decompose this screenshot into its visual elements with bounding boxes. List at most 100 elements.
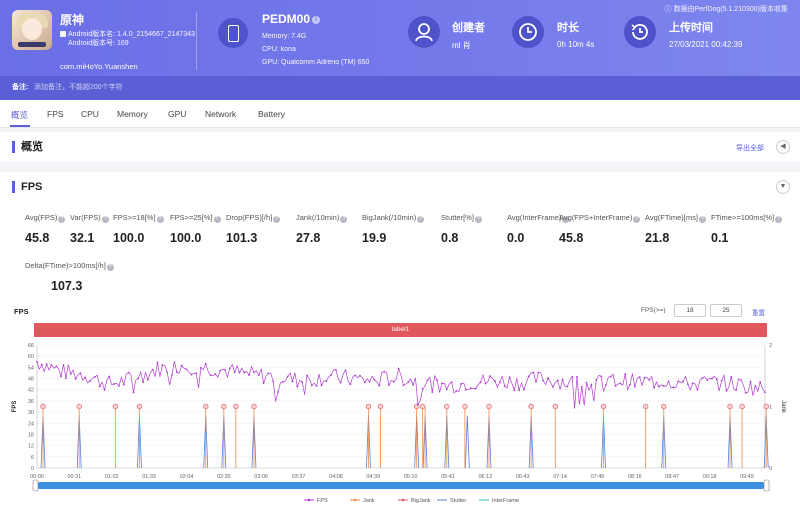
metric-label: FPS>=25[%]? bbox=[170, 213, 221, 223]
metric-label: Drop(FPS)[/h]? bbox=[226, 213, 281, 223]
tab-gpu[interactable]: GPU bbox=[168, 109, 187, 119]
app-version-code: Android版本号: 169 bbox=[68, 40, 129, 47]
info-icon[interactable]: i bbox=[312, 16, 321, 24]
help-icon[interactable]: ? bbox=[58, 216, 66, 223]
metric-label: Delta(FTime)>100ms[/h]? bbox=[25, 261, 114, 271]
perfdog-version-note: ⓘ 数据由PerfDog(5.1.210300)版本收集 bbox=[664, 6, 788, 13]
help-icon[interactable]: ? bbox=[273, 216, 281, 223]
fps-filter-input-2[interactable]: 25 bbox=[710, 304, 742, 317]
app-icon bbox=[12, 10, 52, 50]
app-version-info: Android版本名: 1.4.0_2154667_2147343 Androi… bbox=[60, 30, 195, 48]
help-icon[interactable]: ? bbox=[156, 216, 164, 223]
note-label: 备注: bbox=[12, 84, 29, 91]
fps-filter-input-1[interactable]: 18 bbox=[674, 304, 706, 317]
help-icon[interactable]: ? bbox=[417, 216, 425, 223]
export-all-link[interactable]: 导出全部 bbox=[736, 145, 764, 152]
help-icon[interactable]: ? bbox=[340, 216, 348, 223]
metric-value: 0.0 bbox=[507, 231, 525, 245]
fps-filter-label: FPS(>=) bbox=[641, 307, 666, 314]
help-icon[interactable]: ? bbox=[698, 216, 706, 223]
report-header: 原神 Android版本名: 1.4.0_2154667_2147343 And… bbox=[0, 0, 800, 100]
tab-cpu[interactable]: CPU bbox=[81, 109, 99, 119]
metric-label: FTime>=100ms[%]? bbox=[711, 213, 783, 223]
fps-section-title: FPS bbox=[12, 181, 42, 193]
metric-value: 100.0 bbox=[113, 231, 145, 245]
metric-value: 107.3 bbox=[51, 279, 83, 293]
tab-battery[interactable]: Battery bbox=[258, 109, 285, 119]
history-icon bbox=[624, 16, 656, 48]
metric-10: Avg(FTime)[ms]? 21.8 bbox=[645, 213, 706, 245]
duration-label: 时长 bbox=[557, 22, 579, 34]
help-icon[interactable]: ? bbox=[106, 264, 114, 271]
metric-label: Avg(FPS)? bbox=[25, 213, 66, 223]
metric-value: 19.9 bbox=[362, 231, 387, 245]
metric-11: FTime>=100ms[%]? 0.1 bbox=[711, 213, 783, 245]
upload-value: 27/03/2021 00:42:39 bbox=[669, 40, 743, 49]
metric-8: Avg(InterFrame)? 0.0 bbox=[507, 213, 570, 245]
note-bar: 备注: 添加备注，不能超200个字符 bbox=[0, 76, 800, 100]
metric-value: 45.8 bbox=[25, 231, 50, 245]
tab-memory[interactable]: Memory bbox=[117, 109, 148, 119]
overview-title: 概览 bbox=[12, 141, 43, 153]
metric-6: BigJank(/10min)? 19.9 bbox=[362, 213, 425, 245]
note-input[interactable]: 添加备注，不能超200个字符 bbox=[34, 84, 123, 91]
overview-section: 概览 导出全部 ◀ bbox=[0, 132, 800, 162]
metric-2: FPS>=18[%]? 100.0 bbox=[113, 213, 164, 245]
metric-9: Avg(FPS+InterFrame)? 45.8 bbox=[559, 213, 641, 245]
metric-label: BigJank(/10min)? bbox=[362, 213, 425, 223]
help-icon[interactable]: ? bbox=[213, 216, 221, 223]
metric-value: 45.8 bbox=[559, 231, 584, 245]
metric-value: 0.1 bbox=[711, 231, 729, 245]
metric-value: 21.8 bbox=[645, 231, 670, 245]
app-name: 原神 bbox=[60, 13, 85, 27]
label-bar[interactable]: label1 bbox=[34, 323, 767, 337]
app-package: com.miHoYo.Yuanshen bbox=[60, 62, 138, 71]
metric-label: Var(FPS)? bbox=[70, 213, 109, 223]
metric-1: Var(FPS)? 32.1 bbox=[70, 213, 109, 245]
upload-label: 上传时间 bbox=[669, 22, 713, 34]
help-icon[interactable]: ? bbox=[562, 216, 570, 223]
creator-label: 创建者 bbox=[452, 22, 485, 34]
tab-fps[interactable]: FPS bbox=[47, 109, 64, 119]
metric-12: Delta(FTime)>100ms[/h]? 107.3 bbox=[25, 261, 114, 293]
device-cpu: CPU: kona bbox=[262, 46, 296, 53]
fps-section: FPS ▼ bbox=[0, 172, 800, 508]
metric-label: Stutter[%]? bbox=[441, 213, 482, 223]
metric-label: Avg(FPS+InterFrame)? bbox=[559, 213, 641, 223]
user-icon bbox=[408, 16, 440, 48]
metric-label: Avg(InterFrame)? bbox=[507, 213, 570, 223]
metric-4: Drop(FPS)[/h]? 101.3 bbox=[226, 213, 281, 245]
collapse-left-icon[interactable]: ◀ bbox=[776, 140, 790, 154]
device-gpu: GPU: Qualcomm Adreno (TM) 650 bbox=[262, 59, 370, 66]
reset-link[interactable]: 重置 bbox=[752, 310, 765, 317]
metric-label: Jank(/10min)? bbox=[296, 213, 348, 223]
metric-label: FPS>=18[%]? bbox=[113, 213, 164, 223]
app-version-name: Android版本名: 1.4.0_2154667_2147343 bbox=[68, 31, 195, 38]
device-memory: Memory: 7.4G bbox=[262, 33, 307, 40]
metric-value: 0.8 bbox=[441, 231, 459, 245]
tab-bar: 概览 FPS CPU Memory GPU Network Battery bbox=[0, 100, 800, 128]
tab-network[interactable]: Network bbox=[205, 109, 237, 119]
metric-value: 101.3 bbox=[226, 231, 258, 245]
metric-value: 32.1 bbox=[70, 231, 95, 245]
collapse-down-icon[interactable]: ▼ bbox=[776, 180, 790, 194]
device-name: PEDM00 i bbox=[262, 12, 321, 26]
active-tab-indicator bbox=[10, 125, 30, 127]
duration-value: 0h 10m 4s bbox=[557, 40, 595, 49]
metric-value: 100.0 bbox=[170, 231, 202, 245]
help-icon[interactable]: ? bbox=[775, 216, 783, 223]
tab-overview[interactable]: 概览 bbox=[11, 110, 29, 120]
header-divider bbox=[196, 12, 197, 70]
metric-5: Jank(/10min)? 27.8 bbox=[296, 213, 348, 245]
creator-value: ml 肖 bbox=[452, 41, 471, 50]
help-icon[interactable]: ? bbox=[474, 216, 482, 223]
metric-label: Avg(FTime)[ms]? bbox=[645, 213, 706, 223]
metric-value: 27.8 bbox=[296, 231, 321, 245]
metric-7: Stutter[%]? 0.8 bbox=[441, 213, 482, 245]
metric-3: FPS>=25[%]? 100.0 bbox=[170, 213, 221, 245]
help-icon[interactable]: ? bbox=[101, 216, 109, 223]
help-icon[interactable]: ? bbox=[633, 216, 641, 223]
chart-title: FPS bbox=[14, 307, 29, 316]
android-icon bbox=[60, 31, 66, 38]
phone-icon bbox=[218, 18, 248, 48]
